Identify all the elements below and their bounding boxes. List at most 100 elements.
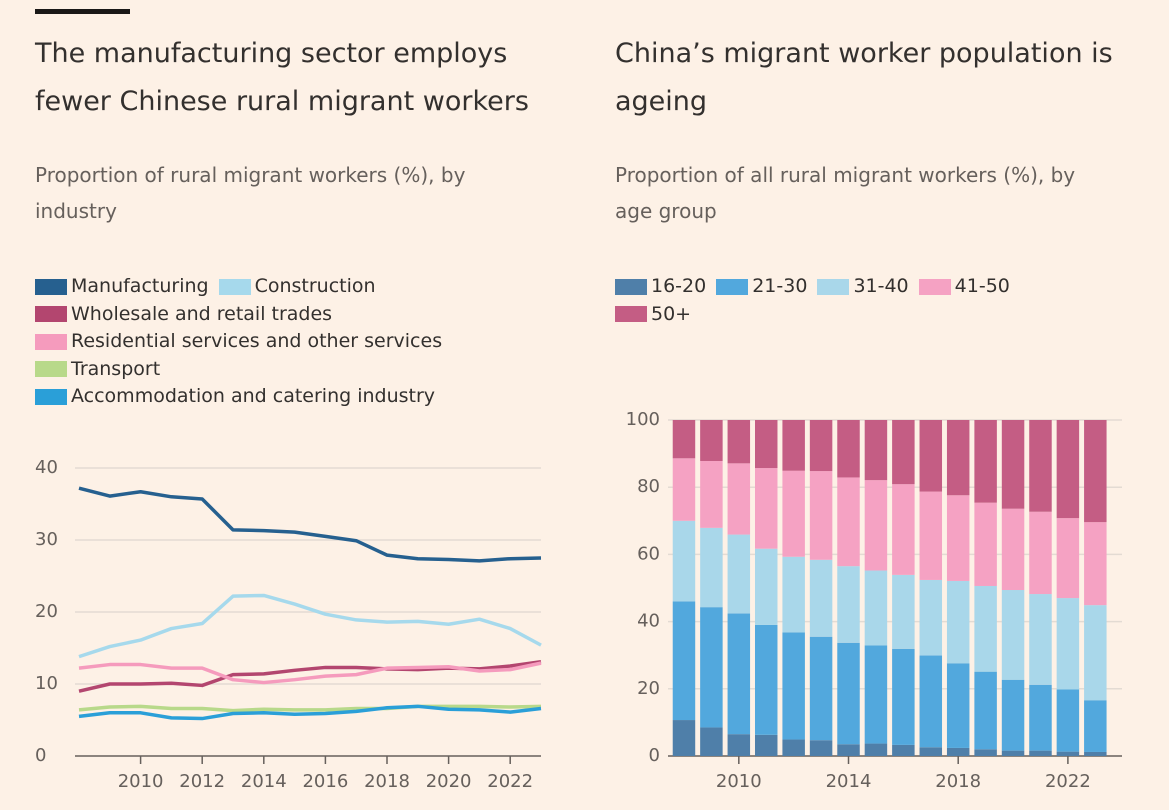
bar-segment	[974, 585, 997, 672]
bar-segment	[672, 520, 696, 602]
legend-label: 41-50	[954, 275, 1010, 297]
legend-swatch	[615, 278, 647, 295]
legend-label: Manufacturing	[71, 275, 209, 297]
bar-segment	[700, 420, 723, 461]
bar-segment	[700, 727, 723, 756]
bar-segment	[782, 470, 805, 557]
bar-segment	[700, 527, 723, 608]
x-tick-label: 2018	[364, 771, 410, 792]
bar-segment	[892, 744, 915, 756]
bar-segment	[974, 749, 997, 756]
legend-item: Accommodation and catering industry	[35, 383, 435, 411]
bar-segment	[837, 642, 860, 745]
bar-segment	[837, 420, 860, 478]
y-tick-label: 0	[35, 745, 46, 766]
legend-swatch	[918, 278, 951, 295]
bar-segment	[1084, 751, 1107, 756]
x-tick-label: 2020	[426, 771, 472, 792]
bar-segment	[1029, 750, 1052, 756]
bar-segment	[1029, 684, 1052, 751]
x-tick-label: 2022	[487, 771, 533, 792]
bar-segment	[974, 502, 997, 586]
bar-segment	[782, 420, 805, 471]
legend-label: 16-20	[651, 275, 707, 297]
chart-subtitle: Proportion of rural migrant workers (%),…	[35, 163, 466, 223]
legend-label: Residential services and other services	[71, 330, 443, 352]
legend-swatch	[35, 361, 67, 378]
legend: Manufacturing Construction Wholesale and r…	[35, 273, 465, 411]
bar-segment	[754, 734, 778, 756]
bar-segment	[782, 556, 805, 633]
bar-segment	[754, 468, 778, 549]
bar-segment	[809, 740, 833, 756]
chart-subtitle: Proportion of all rural migrant workers …	[615, 163, 1076, 223]
x-tick-label: 2010	[118, 771, 164, 792]
bar-segment	[1056, 420, 1080, 519]
bar-segment	[1001, 420, 1025, 509]
y-tick-label: 20	[35, 601, 58, 622]
legend-swatch	[817, 278, 850, 295]
bar-segment	[727, 534, 751, 614]
bar-segment	[1029, 594, 1052, 685]
bar-segment	[946, 663, 970, 748]
bar-segment	[1001, 750, 1025, 756]
chart-title: The manufacturing sector employs fewer C…	[35, 38, 529, 117]
legend-item: 41-50	[918, 273, 1010, 301]
legend-item: Manufacturing	[35, 273, 209, 301]
y-tick-label: 10	[35, 673, 58, 694]
legend-swatch	[35, 333, 67, 350]
legend-swatch	[35, 388, 67, 405]
bar-segment	[864, 420, 888, 481]
bar-segment	[1001, 590, 1025, 680]
legend-label: 50+	[651, 302, 692, 325]
line	[78, 486, 542, 563]
bar-segment	[1001, 508, 1025, 591]
bar-segment	[946, 420, 970, 496]
y-tick-label: 80	[637, 476, 660, 497]
x-tick-label: 2018	[935, 771, 981, 792]
bar-segment	[672, 458, 696, 521]
x-tick-label: 2016	[302, 771, 348, 792]
line	[78, 704, 542, 713]
bar-segment	[946, 580, 970, 664]
y-tick-label: 40	[35, 457, 58, 478]
bar-segment	[864, 645, 888, 744]
bar-segment	[1029, 420, 1052, 512]
bar-segment	[1084, 605, 1107, 701]
legend-label: 21-30	[752, 275, 808, 297]
bar-segment	[892, 574, 915, 649]
bar-segment	[754, 624, 778, 735]
y-tick-label: 30	[35, 529, 58, 550]
bar-segment	[946, 747, 970, 756]
chart-title: China’s migrant worker population is age…	[615, 38, 1113, 117]
brand-bar	[35, 9, 130, 14]
x-tick-label: 2010	[716, 771, 762, 792]
bar-segment	[672, 601, 696, 721]
legend-label: Transport	[71, 357, 161, 380]
bar-segment	[727, 420, 751, 464]
x-tick-label: 2012	[179, 771, 225, 792]
bar-segment	[809, 471, 833, 560]
y-tick-label: 60	[637, 543, 660, 564]
x-tick-label: 2014	[241, 771, 287, 792]
legend-label: Wholesale and retail trades	[71, 302, 333, 325]
bar-segment	[782, 739, 805, 756]
bar-segment	[754, 420, 778, 469]
bar-segment	[837, 744, 860, 756]
y-tick-label: 0	[649, 745, 660, 766]
bar-segment	[782, 632, 805, 740]
bar-segment	[700, 607, 723, 728]
bar-segment	[727, 613, 751, 735]
bar-segment	[1029, 511, 1052, 595]
y-tick-label: 20	[637, 678, 660, 699]
legend-swatch	[35, 306, 67, 323]
legend-item: Transport	[35, 356, 160, 384]
bar-segment	[946, 495, 970, 581]
legend-label: Construction	[254, 275, 376, 297]
bar-segment	[837, 477, 860, 567]
bar-segment	[974, 671, 997, 750]
bar-segment	[864, 480, 888, 571]
bar-segment	[754, 548, 778, 625]
bar-segment	[892, 648, 915, 745]
